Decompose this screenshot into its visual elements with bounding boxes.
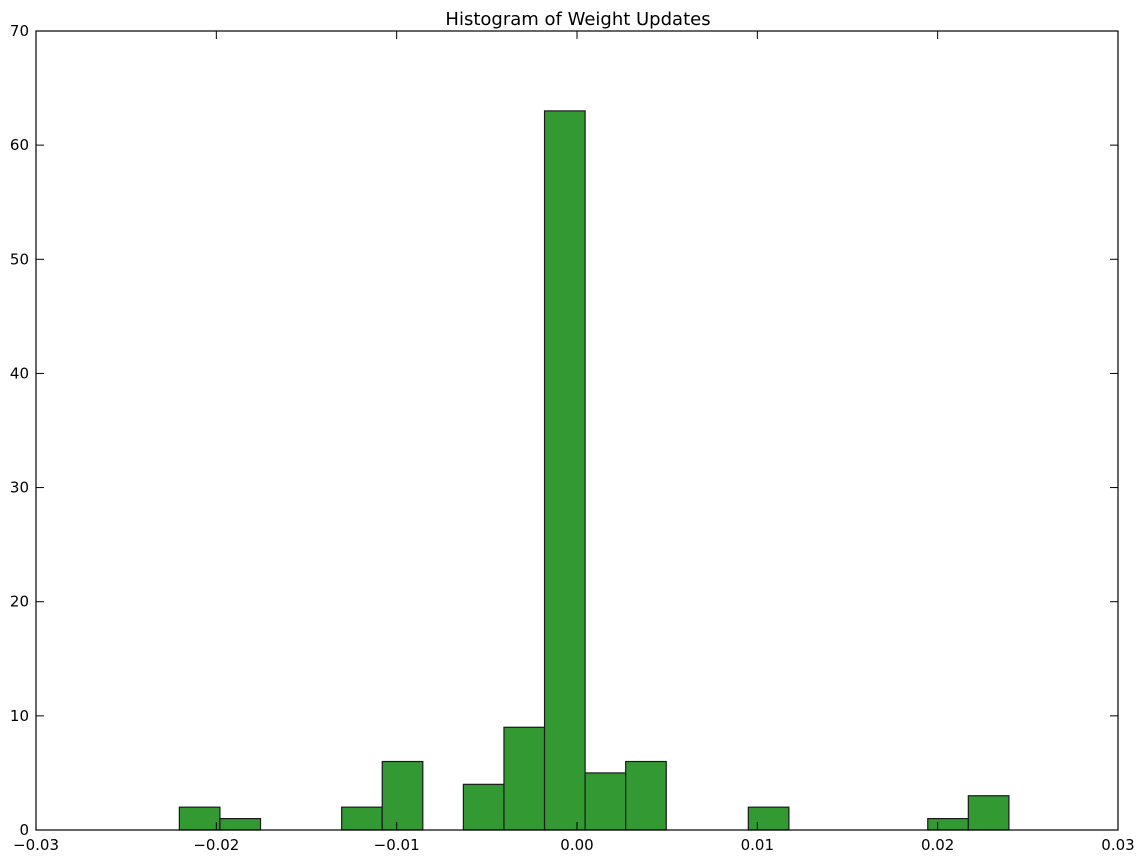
histogram-bar-10: [927, 817, 969, 831]
histogram-bar-4: [462, 783, 505, 831]
chart-title: Histogram of Weight Updates: [445, 9, 710, 30]
histogram-bar-0: [178, 806, 221, 831]
x-tick-label: 0.02: [921, 836, 954, 854]
histogram-bar-6: [543, 110, 586, 831]
y-tick-label: 30: [10, 479, 29, 497]
histogram-bar-7: [584, 772, 627, 831]
x-tick-label: 0.01: [741, 836, 774, 854]
y-tick-label: 20: [10, 593, 29, 611]
y-tick-label: 70: [10, 22, 29, 40]
axes-frame: [35, 30, 1119, 831]
x-tick-label: 0.03: [1101, 836, 1134, 854]
y-tick-label: 0: [19, 821, 29, 839]
histogram-bar-1: [219, 817, 262, 831]
histogram-bar-11: [967, 795, 1010, 831]
x-tick-label: −0.02: [193, 836, 239, 854]
y-tick-label: 50: [10, 250, 29, 268]
histogram-bar-3: [381, 760, 424, 831]
bars-group: [178, 110, 1010, 831]
histogram-bar-8: [625, 760, 667, 831]
y-tick-label: 40: [10, 364, 29, 382]
x-tick-label: −0.01: [374, 836, 420, 854]
x-tick-label: −0.03: [13, 836, 59, 854]
histogram-bar-2: [341, 806, 383, 831]
tick-labels-group: −0.03 −0.02 −0.01 0.00 0.01 0.02 0.03 0 10 20 30 40…: [10, 22, 1135, 854]
histogram-bar-5: [503, 726, 546, 831]
y-tick-label: 10: [10, 707, 29, 725]
y-tick-label: 60: [10, 136, 29, 154]
x-tick-label: 0.00: [560, 836, 593, 854]
histogram-bar-9: [747, 806, 790, 831]
